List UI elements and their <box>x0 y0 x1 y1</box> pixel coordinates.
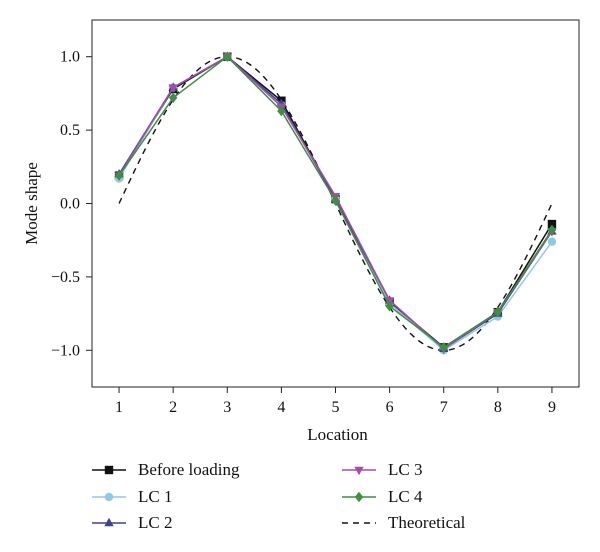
x-tick-label: 7 <box>440 399 448 416</box>
x-tick-label: 6 <box>386 399 394 416</box>
legend-item-lc-3: LC 3 <box>342 460 422 479</box>
x-axis-label: Location <box>307 425 368 444</box>
legend-label: LC 1 <box>138 487 172 506</box>
legend-marker <box>104 465 114 475</box>
series-lc-4-point <box>331 195 340 206</box>
legend-label: LC 4 <box>388 487 423 506</box>
series-lc-4-point <box>223 51 232 62</box>
legend-label: LC 3 <box>388 460 422 479</box>
y-tick-label: −1.0 <box>51 342 80 359</box>
legend-item-lc-1: LC 1 <box>92 487 172 506</box>
legend-label: Before loading <box>138 460 240 479</box>
series-lc-4-point <box>114 170 124 181</box>
series-lc-4-point <box>439 342 448 353</box>
series-lc-4-point <box>277 105 286 117</box>
x-tick-label: 9 <box>548 399 556 416</box>
y-tick-label: 0.5 <box>60 122 80 139</box>
series-before-loading-point <box>547 219 557 229</box>
series-lc-4-point <box>168 92 178 104</box>
x-tick-label: 2 <box>169 399 177 416</box>
series-lc-4-point <box>547 224 557 236</box>
legend-marker <box>354 491 364 503</box>
legend-item-lc-4: LC 4 <box>342 487 423 506</box>
y-axis-label: Mode shape <box>22 162 41 245</box>
y-tick-label: 0.0 <box>60 196 80 213</box>
legend-marker <box>354 466 364 476</box>
x-tick-label: 8 <box>494 399 502 416</box>
series-lc-1-point <box>547 237 557 246</box>
x-tick-label: 4 <box>277 399 285 416</box>
series-lc-3-point <box>168 84 178 93</box>
legend: Before loading LC 1 LC 2 LC 3 LC 4 Theoretica… <box>92 460 466 532</box>
y-tick-label: 1.0 <box>60 49 80 66</box>
series-lc-4-point <box>493 306 503 318</box>
x-tick-label: 5 <box>332 399 340 416</box>
legend-item-before-loading: Before loading <box>92 460 240 479</box>
x-tick-label: 3 <box>223 399 231 416</box>
legend-label: Theoretical <box>388 513 466 532</box>
legend-marker <box>104 517 114 527</box>
legend-item-theoretical: Theoretical <box>342 513 466 532</box>
y-tick-label: −0.5 <box>51 269 80 286</box>
series-lc-4-point <box>385 301 394 312</box>
x-tick-label: 1 <box>115 399 123 416</box>
legend-marker <box>104 492 114 502</box>
legend-item-lc-2: LC 2 <box>92 513 172 532</box>
legend-label: LC 2 <box>138 513 172 532</box>
